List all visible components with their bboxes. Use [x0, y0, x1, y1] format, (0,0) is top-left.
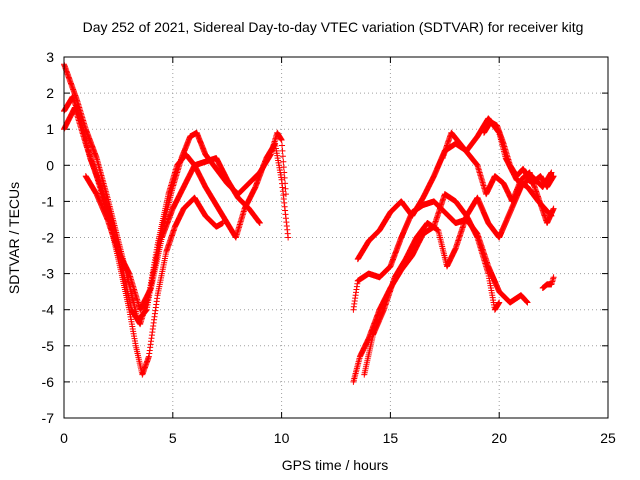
data-point [496, 299, 503, 306]
series-track-5 [350, 198, 531, 313]
y-tick-label: -3 [42, 266, 55, 282]
data-point [281, 174, 288, 181]
data-point [550, 173, 557, 180]
series-track-10 [480, 118, 557, 190]
x-tick-label: 25 [600, 430, 616, 446]
data-point [524, 299, 531, 306]
x-tick-label: 15 [383, 430, 399, 446]
data-point [282, 185, 289, 192]
y-tick-label: -2 [42, 230, 55, 246]
data-point [548, 169, 555, 176]
data-point [550, 205, 557, 212]
series-track-11 [539, 274, 557, 292]
data-point [550, 274, 557, 281]
data-point [278, 137, 285, 144]
marks [61, 61, 557, 385]
y-tick-label: 2 [46, 85, 54, 101]
y-axis-label: SDTVAR / TECUs [6, 182, 22, 294]
y-tick-label: -4 [42, 302, 55, 318]
grid [64, 57, 608, 418]
x-tick-label: 0 [60, 430, 68, 446]
y-tick-label: 0 [46, 157, 54, 173]
data-point [279, 142, 286, 149]
data-point [280, 158, 287, 165]
tick-labels: 0 5 10 15 20 25 -7 -6 -5 -4 -3 -2 -1 0 1 2 3 [42, 49, 616, 446]
series-track-3 [61, 104, 226, 378]
data-point [279, 147, 286, 154]
y-tick-label: 3 [46, 49, 54, 65]
y-tick-label: -1 [42, 193, 55, 209]
series-track-6 [350, 191, 503, 385]
y-tick-label: -6 [42, 374, 55, 390]
x-tick-label: 10 [274, 430, 290, 446]
data-point [282, 191, 289, 198]
x-axis-label: GPS time / hours [282, 457, 389, 473]
data-point [285, 234, 292, 241]
chart-title: Day 252 of 2021, Sidereal Day-to-day VTE… [83, 19, 584, 35]
x-tick-label: 5 [169, 430, 177, 446]
y-tick-label: -7 [42, 410, 55, 426]
data-point [219, 220, 226, 227]
x-tick-label: 20 [491, 430, 507, 446]
data-point [280, 164, 287, 171]
y-tick-label: -5 [42, 338, 55, 354]
plot-frame [63, 56, 609, 419]
y-tick-label: 1 [46, 121, 54, 137]
data-point [279, 153, 286, 160]
series-track-4 [82, 155, 263, 313]
data-point [256, 220, 263, 227]
